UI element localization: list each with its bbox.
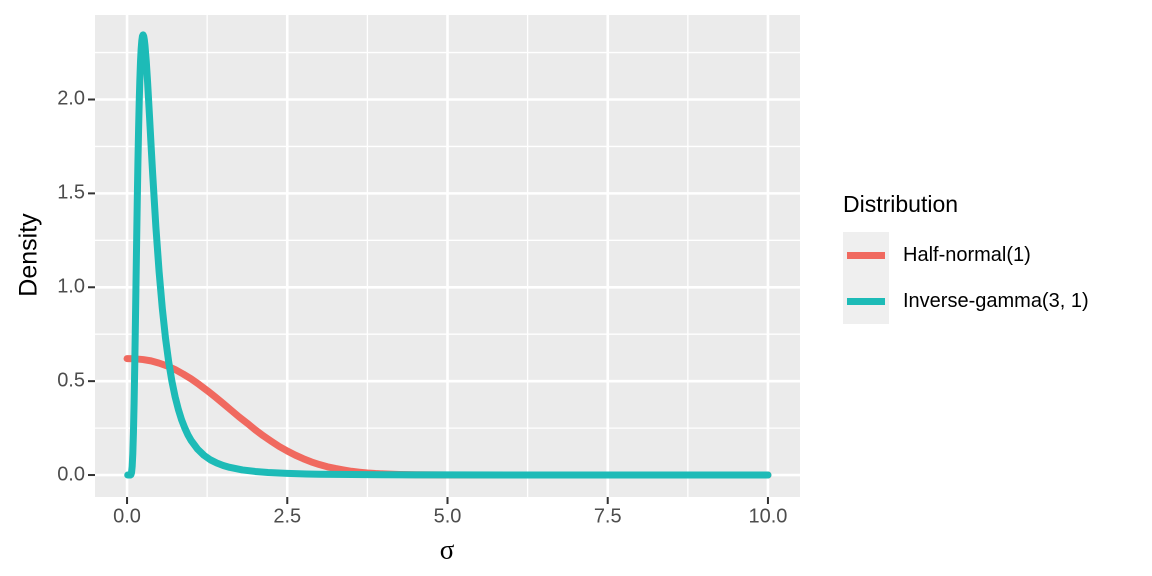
x-tick-label: 10.0: [748, 505, 788, 528]
legend-item-label: Half-normal(1): [903, 243, 1031, 266]
x-tick-label: 5.0: [433, 505, 462, 528]
legend-line-swatch: [847, 297, 885, 305]
legend: Distribution Half-normal(1) Inverse-gamma…: [843, 190, 1089, 324]
y-tick-label: 0.0: [57, 463, 85, 486]
legend-key: [843, 232, 889, 278]
x-tick-label: 2.5: [273, 505, 302, 528]
legend-key: [843, 278, 889, 324]
legend-items: Half-normal(1) Inverse-gamma(3, 1): [843, 232, 1089, 324]
x-tick-label: 7.5: [593, 505, 622, 528]
y-tick-label: 0.5: [57, 369, 85, 392]
y-axis-title: Density: [14, 213, 43, 297]
y-tick-label: 1.5: [57, 181, 85, 204]
legend-line-swatch: [847, 251, 885, 259]
x-axis-title: σ: [439, 534, 455, 565]
y-tick-label: 1.0: [57, 275, 85, 298]
legend-item: Half-normal(1): [843, 232, 1089, 278]
y-tick-label: 2.0: [57, 87, 85, 110]
curve-inverse-gamma-3-1: [124, 31, 772, 479]
legend-item: Inverse-gamma(3, 1): [843, 278, 1089, 324]
x-tick-label: 0.0: [113, 505, 141, 528]
legend-item-label: Inverse-gamma(3, 1): [903, 289, 1089, 312]
legend-title: Distribution: [843, 191, 959, 217]
